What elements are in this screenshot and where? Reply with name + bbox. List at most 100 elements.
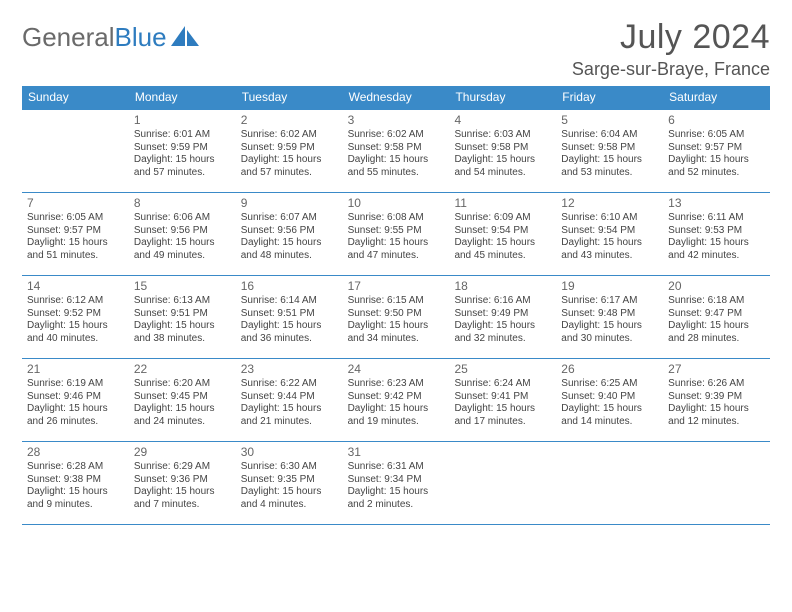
day-number: 10 [348,196,445,211]
sunrise-label: Sunrise: [561,378,598,389]
day-cell: 3Sunrise: 6:02 AMSunset: 9:58 PMDaylight… [343,110,450,192]
day-number: 24 [348,362,445,377]
sunset-label: Sunset: [27,391,61,402]
sunset-line: Sunset: 9:38 PM [27,474,124,487]
day-cell [663,442,770,524]
sunset-line: Sunset: 9:52 PM [27,308,124,321]
day-cell: 24Sunrise: 6:23 AMSunset: 9:42 PMDayligh… [343,359,450,441]
daylight-line: Daylight: 15 hours and 36 minutes. [241,320,338,345]
sunset-label: Sunset: [134,142,168,153]
sunrise-line: Sunrise: 6:07 AM [241,212,338,225]
day-number: 25 [454,362,551,377]
sunrise-value: 6:22 AM [280,378,317,389]
daylight-label: Daylight: [241,154,280,165]
sunrise-value: 6:09 AM [494,212,531,223]
daylight-line: Daylight: 15 hours and 2 minutes. [348,486,445,511]
daylight-line: Daylight: 15 hours and 57 minutes. [134,154,231,179]
sunset-label: Sunset: [134,391,168,402]
daylight-line: Daylight: 15 hours and 26 minutes. [27,403,124,428]
sunrise-value: 6:04 AM [601,129,638,140]
sunrise-value: 6:08 AM [387,212,424,223]
daylight-line: Daylight: 15 hours and 51 minutes. [27,237,124,262]
sunset-label: Sunset: [134,308,168,319]
sunset-value: 9:42 PM [384,391,421,402]
sunset-label: Sunset: [241,474,275,485]
sunrise-line: Sunrise: 6:18 AM [668,295,765,308]
day-number: 23 [241,362,338,377]
sunset-line: Sunset: 9:40 PM [561,391,658,404]
sunrise-label: Sunrise: [134,378,171,389]
sunrise-value: 6:29 AM [173,461,210,472]
sunrise-line: Sunrise: 6:16 AM [454,295,551,308]
day-number: 17 [348,279,445,294]
daylight-line: Daylight: 15 hours and 55 minutes. [348,154,445,179]
sunrise-line: Sunrise: 6:02 AM [348,129,445,142]
sunrise-line: Sunrise: 6:09 AM [454,212,551,225]
location-subtitle: Sarge-sur-Braye, France [572,59,770,80]
sunrise-label: Sunrise: [348,378,385,389]
sunset-label: Sunset: [348,308,382,319]
day-number: 20 [668,279,765,294]
daylight-line: Daylight: 15 hours and 54 minutes. [454,154,551,179]
sunrise-label: Sunrise: [668,129,705,140]
daylight-label: Daylight: [241,320,280,331]
sunset-value: 9:57 PM [64,225,101,236]
sunset-value: 9:47 PM [705,308,742,319]
sunset-line: Sunset: 9:34 PM [348,474,445,487]
sunset-line: Sunset: 9:46 PM [27,391,124,404]
day-cell: 1Sunrise: 6:01 AMSunset: 9:59 PMDaylight… [129,110,236,192]
day-cell: 28Sunrise: 6:28 AMSunset: 9:38 PMDayligh… [22,442,129,524]
sunset-value: 9:57 PM [705,142,742,153]
sunset-line: Sunset: 9:41 PM [454,391,551,404]
page-title: July 2024 [572,18,770,57]
sunrise-value: 6:19 AM [66,378,103,389]
sunrise-label: Sunrise: [134,295,171,306]
sunset-line: Sunset: 9:58 PM [454,142,551,155]
daylight-label: Daylight: [27,320,66,331]
daylight-line: Daylight: 15 hours and 42 minutes. [668,237,765,262]
sunrise-label: Sunrise: [561,212,598,223]
sunrise-label: Sunrise: [561,129,598,140]
sunset-label: Sunset: [348,225,382,236]
sunset-value: 9:58 PM [384,142,421,153]
sunrise-value: 6:03 AM [494,129,531,140]
dow-header-row: SundayMondayTuesdayWednesdayThursdayFrid… [22,86,770,109]
week-row: 21Sunrise: 6:19 AMSunset: 9:46 PMDayligh… [22,358,770,441]
sunrise-label: Sunrise: [561,295,598,306]
daylight-label: Daylight: [348,154,387,165]
dow-cell: Tuesday [236,86,343,109]
sunrise-value: 6:10 AM [601,212,638,223]
sunrise-label: Sunrise: [454,212,491,223]
week-row: 7Sunrise: 6:05 AMSunset: 9:57 PMDaylight… [22,192,770,275]
day-number: 4 [454,113,551,128]
logo-sail-icon [171,26,199,46]
sunrise-label: Sunrise: [27,378,64,389]
sunset-value: 9:40 PM [598,391,635,402]
sunset-label: Sunset: [668,142,702,153]
sunrise-value: 6:02 AM [280,129,317,140]
sunrise-line: Sunrise: 6:14 AM [241,295,338,308]
day-number: 6 [668,113,765,128]
daylight-label: Daylight: [348,237,387,248]
day-cell [556,442,663,524]
sunrise-line: Sunrise: 6:02 AM [241,129,338,142]
sunset-line: Sunset: 9:35 PM [241,474,338,487]
sunset-line: Sunset: 9:59 PM [241,142,338,155]
day-cell: 4Sunrise: 6:03 AMSunset: 9:58 PMDaylight… [449,110,556,192]
day-cell: 19Sunrise: 6:17 AMSunset: 9:48 PMDayligh… [556,276,663,358]
calendar: SundayMondayTuesdayWednesdayThursdayFrid… [22,86,770,525]
sunset-label: Sunset: [454,225,488,236]
sunrise-value: 6:23 AM [387,378,424,389]
sunset-line: Sunset: 9:44 PM [241,391,338,404]
daylight-label: Daylight: [668,320,707,331]
sunrise-value: 6:11 AM [708,212,744,223]
sunrise-value: 6:20 AM [173,378,210,389]
sunrise-label: Sunrise: [241,129,278,140]
sunset-value: 9:56 PM [277,225,314,236]
day-cell: 25Sunrise: 6:24 AMSunset: 9:41 PMDayligh… [449,359,556,441]
sunset-line: Sunset: 9:56 PM [134,225,231,238]
sunrise-line: Sunrise: 6:29 AM [134,461,231,474]
daylight-line: Daylight: 15 hours and 7 minutes. [134,486,231,511]
week-row: 14Sunrise: 6:12 AMSunset: 9:52 PMDayligh… [22,275,770,358]
daylight-line: Daylight: 15 hours and 19 minutes. [348,403,445,428]
